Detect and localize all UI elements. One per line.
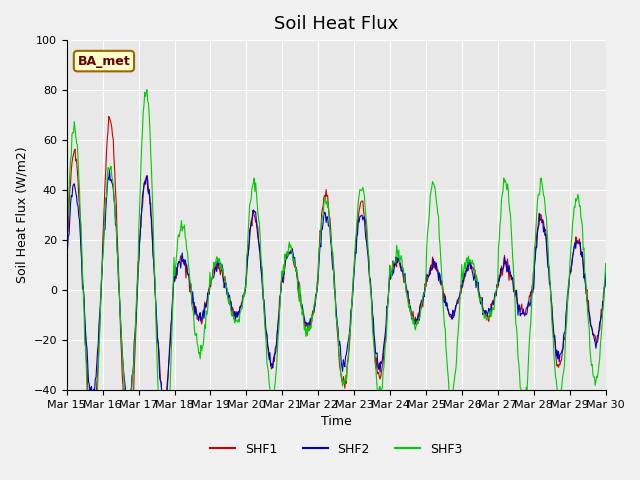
Title: Soil Heat Flux: Soil Heat Flux bbox=[274, 15, 398, 33]
Line: SHF1: SHF1 bbox=[67, 117, 605, 467]
SHF2 bbox=[63, 257, 70, 263]
SHF2 bbox=[403, 289, 411, 295]
SHF2 bbox=[213, 268, 221, 274]
SHF2 bbox=[129, 371, 136, 376]
SHF3 bbox=[184, 259, 192, 265]
SHF3 bbox=[213, 254, 221, 260]
SHF1 bbox=[213, 262, 221, 268]
SHF2 bbox=[419, 298, 427, 303]
SHF3 bbox=[73, 140, 81, 146]
Legend: SHF1, SHF2, SHF3: SHF1, SHF2, SHF3 bbox=[205, 438, 467, 461]
SHF3 bbox=[63, 250, 70, 255]
SHF2 bbox=[106, 168, 113, 173]
SHF1 bbox=[63, 247, 70, 252]
SHF1 bbox=[184, 271, 192, 277]
SHF1 bbox=[419, 304, 427, 310]
Line: SHF2: SHF2 bbox=[67, 170, 605, 405]
SHF1 bbox=[403, 289, 411, 295]
X-axis label: Time: Time bbox=[321, 415, 351, 428]
Y-axis label: Soil Heat Flux (W/m2): Soil Heat Flux (W/m2) bbox=[15, 147, 28, 283]
SHF1 bbox=[105, 114, 113, 120]
SHF3 bbox=[403, 295, 411, 300]
SHF1 bbox=[124, 464, 132, 470]
SHF3 bbox=[128, 382, 136, 387]
SHF1 bbox=[73, 156, 81, 162]
SHF1 bbox=[130, 396, 138, 402]
Text: BA_met: BA_met bbox=[77, 55, 131, 68]
SHF3 bbox=[602, 261, 609, 266]
Line: SHF3: SHF3 bbox=[67, 90, 605, 480]
SHF2 bbox=[161, 402, 169, 408]
SHF3 bbox=[419, 294, 427, 300]
SHF2 bbox=[184, 272, 192, 278]
SHF1 bbox=[602, 275, 609, 281]
SHF2 bbox=[602, 270, 609, 276]
SHF3 bbox=[143, 87, 151, 93]
SHF2 bbox=[73, 193, 81, 199]
